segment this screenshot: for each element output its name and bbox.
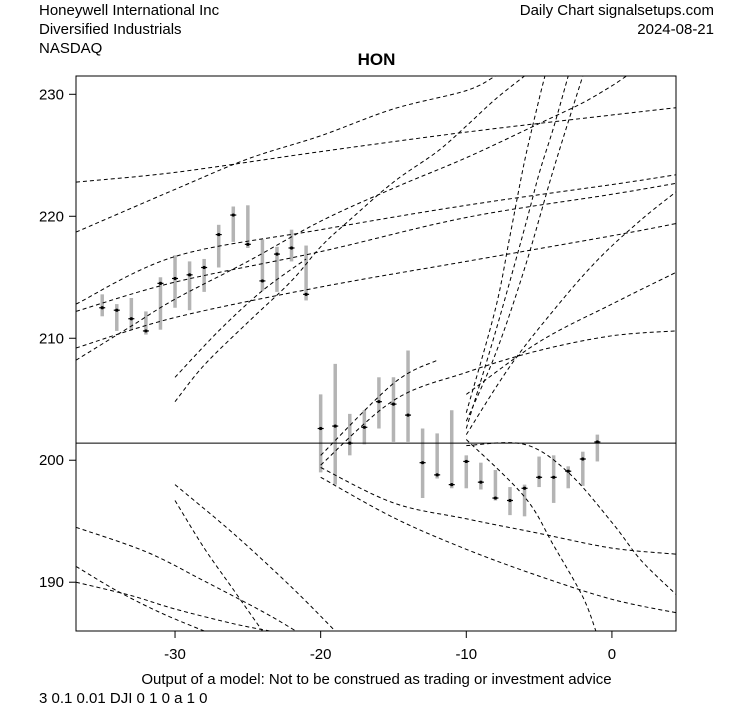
model-params-text: 3 0.1 0.01 DJI 0 1 0 a 1 0 xyxy=(39,690,208,707)
model-curve xyxy=(465,76,569,429)
model-curve xyxy=(466,442,676,595)
model-curve xyxy=(320,359,438,456)
y-tick-label: 230 xyxy=(39,86,64,103)
exchange-name: NASDAQ xyxy=(39,40,103,57)
close-dot xyxy=(391,402,396,406)
chart-source: Daily Chart signalsetups.com xyxy=(519,2,714,19)
model-curve xyxy=(76,526,297,631)
model-curve xyxy=(465,76,584,422)
close-dot xyxy=(377,400,381,404)
plot-frame xyxy=(75,75,677,632)
close-dot xyxy=(319,426,323,431)
close-dot xyxy=(362,425,366,429)
close-dot xyxy=(260,279,265,283)
y-axis: 190 200 210 220 230 xyxy=(39,86,77,591)
close-dot xyxy=(100,306,104,310)
model-curve xyxy=(320,467,676,555)
close-dot xyxy=(187,273,192,277)
close-dot xyxy=(566,469,570,473)
x-tick-label: 0 xyxy=(608,646,616,663)
model-curve xyxy=(466,271,676,395)
model-curve xyxy=(465,76,546,413)
close-dot xyxy=(246,242,250,246)
model-curve xyxy=(320,330,676,466)
y-tick-label: 200 xyxy=(39,452,64,469)
x-tick-label: -30 xyxy=(164,646,186,663)
disclaimer-text: Output of a model: Not to be construed a… xyxy=(141,671,612,688)
close-dot xyxy=(421,461,425,465)
close-dot xyxy=(115,308,119,312)
close-dot xyxy=(508,498,512,503)
model-curve xyxy=(76,76,496,233)
close-dot xyxy=(144,329,148,333)
y-tick-label: 220 xyxy=(39,208,64,225)
model-curve xyxy=(174,500,263,631)
close-dot xyxy=(406,413,410,417)
close-dot xyxy=(289,246,294,250)
model-curve xyxy=(76,565,205,631)
sector-name: Diversified Industrials xyxy=(39,21,182,38)
model-curve xyxy=(76,182,676,312)
x-tick-label: -10 xyxy=(455,646,477,663)
close-dot xyxy=(275,252,279,256)
close-dot xyxy=(217,232,221,237)
close-ticks-layer xyxy=(99,213,601,503)
chart-title: HON xyxy=(357,50,396,69)
close-dot xyxy=(493,496,498,500)
model-curve xyxy=(465,439,597,631)
close-dot xyxy=(202,265,206,270)
y-tick-label: 210 xyxy=(39,330,64,347)
model-curve xyxy=(76,223,676,349)
y-tick-label: 190 xyxy=(39,574,64,591)
close-dot xyxy=(435,473,439,477)
model-curve xyxy=(174,258,307,378)
model-curve xyxy=(76,107,676,183)
close-dot xyxy=(304,292,308,296)
model-curve xyxy=(174,76,525,403)
model-curves-layer xyxy=(76,76,676,631)
close-dot xyxy=(522,486,527,490)
close-dot xyxy=(158,281,163,285)
model-curve xyxy=(465,191,676,435)
close-dot xyxy=(231,213,235,217)
close-dot xyxy=(173,276,177,281)
close-dot xyxy=(450,483,454,487)
chart-date: 2024-08-21 xyxy=(637,21,714,38)
close-dot xyxy=(581,457,585,461)
model-curve xyxy=(76,76,627,361)
model-curve xyxy=(174,484,336,631)
close-dot xyxy=(464,459,468,464)
x-axis: -30 -20 -10 0 xyxy=(164,630,616,663)
close-dot xyxy=(537,475,541,479)
company-name: Honeywell International Inc xyxy=(39,2,220,19)
close-dot xyxy=(333,424,337,428)
x-tick-label: -20 xyxy=(310,646,332,663)
model-curve xyxy=(76,581,270,631)
close-dot xyxy=(129,317,133,321)
close-dot xyxy=(479,480,483,484)
model-curve xyxy=(320,476,676,614)
close-dot xyxy=(552,475,556,479)
